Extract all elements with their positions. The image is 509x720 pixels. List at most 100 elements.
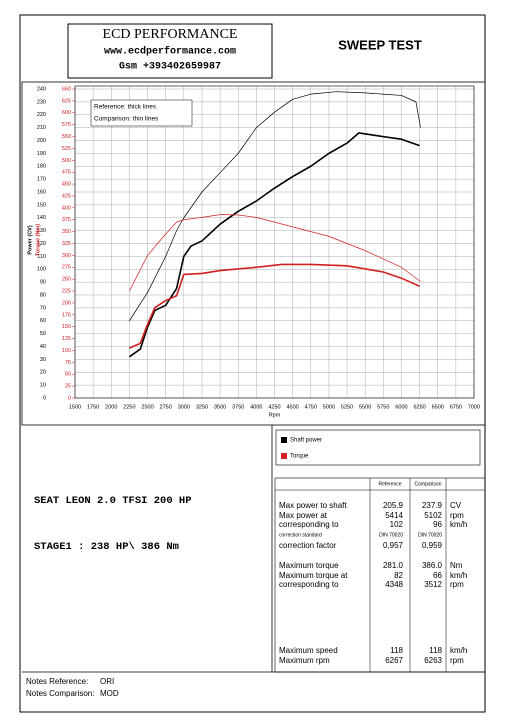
y2-tick-label: 75 bbox=[65, 360, 71, 366]
y-tick-label: 70 bbox=[40, 305, 46, 311]
x-tick-label: 3750 bbox=[232, 404, 244, 410]
y2-tick-label: 0 bbox=[68, 395, 71, 401]
website: www.ecdperformance.com bbox=[104, 46, 236, 58]
row-label: corresponding to bbox=[279, 520, 339, 529]
comparison-value: 5102 bbox=[424, 511, 442, 520]
x-tick-label: 3500 bbox=[214, 404, 226, 410]
x-tick-label: 4750 bbox=[305, 404, 317, 410]
chart-panel bbox=[21, 81, 486, 426]
logo-box bbox=[67, 23, 273, 79]
comparison-value: 96 bbox=[433, 520, 442, 529]
x-tick-label: 2000 bbox=[105, 404, 117, 410]
comparison-value: 386.0 bbox=[422, 561, 443, 570]
legend-box bbox=[275, 429, 481, 466]
unit: rpm bbox=[450, 511, 464, 520]
row-label: correction factor bbox=[279, 541, 337, 550]
y2-tick-label: 500 bbox=[62, 158, 71, 164]
y2-tick-label: 250 bbox=[62, 277, 71, 283]
table-frame bbox=[274, 477, 486, 673]
x-tick-label: 6750 bbox=[450, 404, 462, 410]
annotation: Comparison: thin lines bbox=[94, 116, 159, 123]
y-tick-label: 90 bbox=[40, 280, 46, 286]
note-value: ORI bbox=[100, 677, 114, 686]
x-tick-label: 5250 bbox=[341, 404, 353, 410]
x-tick-label: 6000 bbox=[395, 404, 407, 410]
unit: Nm bbox=[450, 561, 463, 570]
y-tick-label: 200 bbox=[37, 138, 46, 144]
x-tick-label: 3000 bbox=[178, 404, 190, 410]
reference-value: 102 bbox=[390, 520, 404, 529]
y-tick-label: 150 bbox=[37, 202, 46, 208]
reference-value: 205.9 bbox=[383, 501, 404, 510]
y2-tick-label: 125 bbox=[62, 336, 71, 342]
reference-value: 5414 bbox=[385, 511, 403, 520]
comparison-value: 118 bbox=[429, 646, 442, 655]
note-label: Notes Reference: bbox=[26, 677, 88, 686]
comparison-value: DIN 70020 bbox=[418, 532, 442, 538]
y2-tick-label: 325 bbox=[62, 241, 71, 247]
notes: Notes Reference: ORI Notes Comparison: MOD bbox=[26, 677, 119, 698]
unit: rpm bbox=[450, 580, 464, 589]
y-tick-label: 130 bbox=[37, 228, 46, 234]
y2-tick-label: 550 bbox=[62, 134, 71, 140]
comparison-value: 0,959 bbox=[422, 541, 443, 550]
annotation: Reference: thick lines bbox=[94, 104, 157, 111]
x-tick-label: 4500 bbox=[287, 404, 299, 410]
x-tick-label: 1500 bbox=[69, 404, 81, 410]
y2-tick-label: 375 bbox=[62, 217, 71, 223]
page-title: SWEEP TEST bbox=[338, 37, 422, 52]
y2-tick-label: 50 bbox=[65, 372, 71, 378]
x-tick-label: 3250 bbox=[196, 404, 208, 410]
reference-value: 4348 bbox=[385, 580, 403, 589]
y2-tick-label: 600 bbox=[62, 110, 71, 116]
row-label: Max power to shaft bbox=[279, 501, 347, 510]
annotation-box bbox=[90, 99, 193, 127]
unit: CV bbox=[450, 501, 462, 510]
y2-tick-label: 225 bbox=[62, 288, 71, 294]
comparison-value: 66 bbox=[433, 571, 442, 580]
y2-tick-label: 150 bbox=[62, 324, 71, 330]
y2-tick-label: 450 bbox=[62, 182, 71, 188]
y2-tick-label: 425 bbox=[62, 193, 71, 199]
chart: 0 10 20 30 40 50 60 70 80 90 100 110 120 130 140 150 160… bbox=[27, 85, 480, 418]
vehicle-model: SEAT LEON 2.0 TFSI 200 HP bbox=[34, 495, 192, 507]
y-tick-label: 50 bbox=[40, 331, 46, 337]
line-comparison bbox=[129, 91, 421, 321]
vehicle-tune: STAGE1 : 238 HP\ 386 Nm bbox=[34, 541, 179, 553]
plot-frame bbox=[74, 85, 475, 399]
row-label: Maximum torque at bbox=[279, 571, 348, 580]
legend-label: Torque bbox=[290, 454, 309, 460]
row-label: corresponding to bbox=[279, 580, 339, 589]
line-reference bbox=[128, 132, 420, 358]
column-header: Comparison bbox=[415, 481, 442, 487]
unit: rpm bbox=[450, 656, 464, 665]
y2-tick-label: 350 bbox=[62, 229, 71, 235]
row-label: Maximum rpm bbox=[279, 656, 330, 665]
phone: Gsm +393402659987 bbox=[119, 62, 221, 73]
company: ECD PERFORMANCE bbox=[103, 27, 238, 42]
y-tick-label: 0 bbox=[43, 395, 46, 401]
comparison-value: 3512 bbox=[424, 580, 442, 589]
legend-label: Shaft power bbox=[290, 438, 322, 444]
y-tick-label: 240 bbox=[37, 86, 46, 92]
x-tick-label: 4250 bbox=[268, 404, 280, 410]
reference-value: DIN 70020 bbox=[379, 532, 403, 538]
y2-axis-label: Torque (Nm) bbox=[35, 224, 41, 256]
results-table: Reference Comparison Max power to shaft 205… bbox=[274, 477, 486, 673]
y-tick-label: 100 bbox=[37, 267, 46, 273]
y2-tick-label: 275 bbox=[62, 265, 71, 271]
y-tick-label: 210 bbox=[37, 125, 46, 131]
x-axis-label: Rpm bbox=[269, 412, 281, 418]
reference-value: 0,957 bbox=[383, 541, 404, 550]
y-tick-label: 30 bbox=[40, 357, 46, 363]
y-tick-label: 170 bbox=[37, 177, 46, 183]
x-tick-label: 6500 bbox=[432, 404, 444, 410]
x-tick-label: 2750 bbox=[160, 404, 172, 410]
y2-tick-label: 175 bbox=[62, 312, 71, 318]
reference-value: 281.0 bbox=[383, 561, 404, 570]
x-tick-label: 6250 bbox=[413, 404, 425, 410]
y2-tick-label: 400 bbox=[62, 205, 71, 211]
x-tick-label: 2250 bbox=[123, 404, 135, 410]
note-label: Notes Comparison: bbox=[26, 689, 94, 698]
